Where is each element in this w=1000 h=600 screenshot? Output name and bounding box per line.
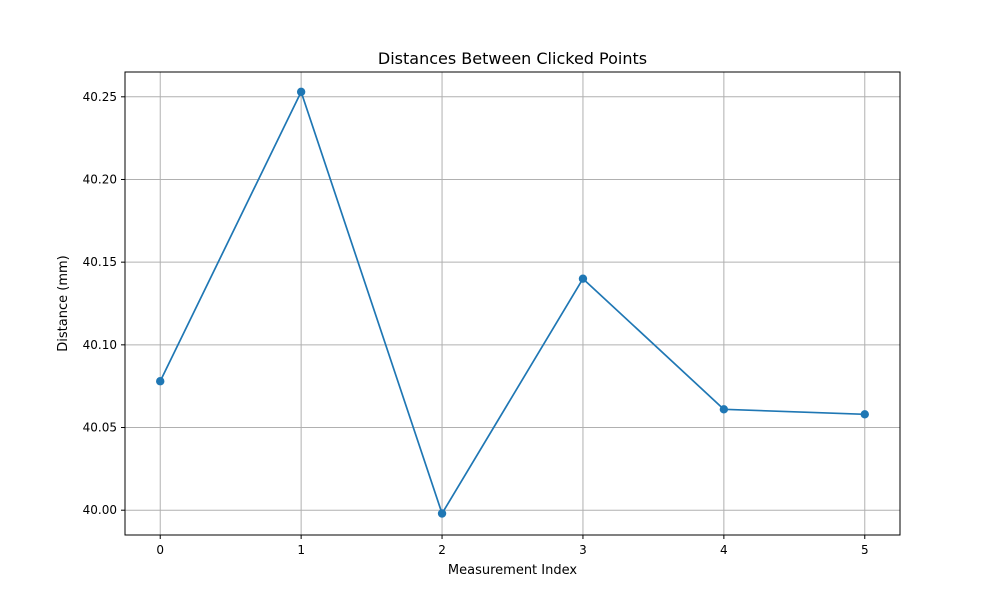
data-series bbox=[156, 87, 869, 518]
y-tick-label: 40.00 bbox=[83, 503, 117, 517]
data-point bbox=[719, 405, 729, 414]
data-point bbox=[578, 274, 588, 283]
x-tick-label: 4 bbox=[720, 543, 728, 557]
x-tick-label: 2 bbox=[438, 543, 446, 557]
y-axis-label: Distance (mm) bbox=[56, 255, 71, 351]
x-tick-label: 3 bbox=[579, 543, 587, 557]
x-tick-label: 1 bbox=[297, 543, 305, 557]
data-point bbox=[156, 377, 165, 386]
chart-title: Distances Between Clicked Points bbox=[378, 49, 647, 68]
data-point bbox=[860, 410, 869, 419]
plot-area-frame bbox=[124, 71, 901, 536]
axis-ticks: 0 1 2 3 4 5 40.00 40.05 40.10 40.15 40.20 40.25 bbox=[83, 90, 869, 557]
data-point bbox=[437, 509, 447, 518]
y-tick-label: 40.10 bbox=[83, 338, 117, 352]
y-tick-label: 40.25 bbox=[83, 90, 117, 104]
series-line bbox=[159, 90, 865, 515]
y-tick-label: 40.20 bbox=[83, 172, 117, 186]
y-tick-label: 40.15 bbox=[83, 255, 117, 269]
x-axis-label: Measurement Index bbox=[448, 563, 577, 578]
data-point bbox=[296, 87, 306, 97]
x-tick-label: 5 bbox=[861, 543, 869, 557]
grid-lines bbox=[125, 72, 900, 535]
y-tick-label: 40.05 bbox=[83, 421, 117, 435]
x-tick-label: 0 bbox=[156, 543, 164, 557]
